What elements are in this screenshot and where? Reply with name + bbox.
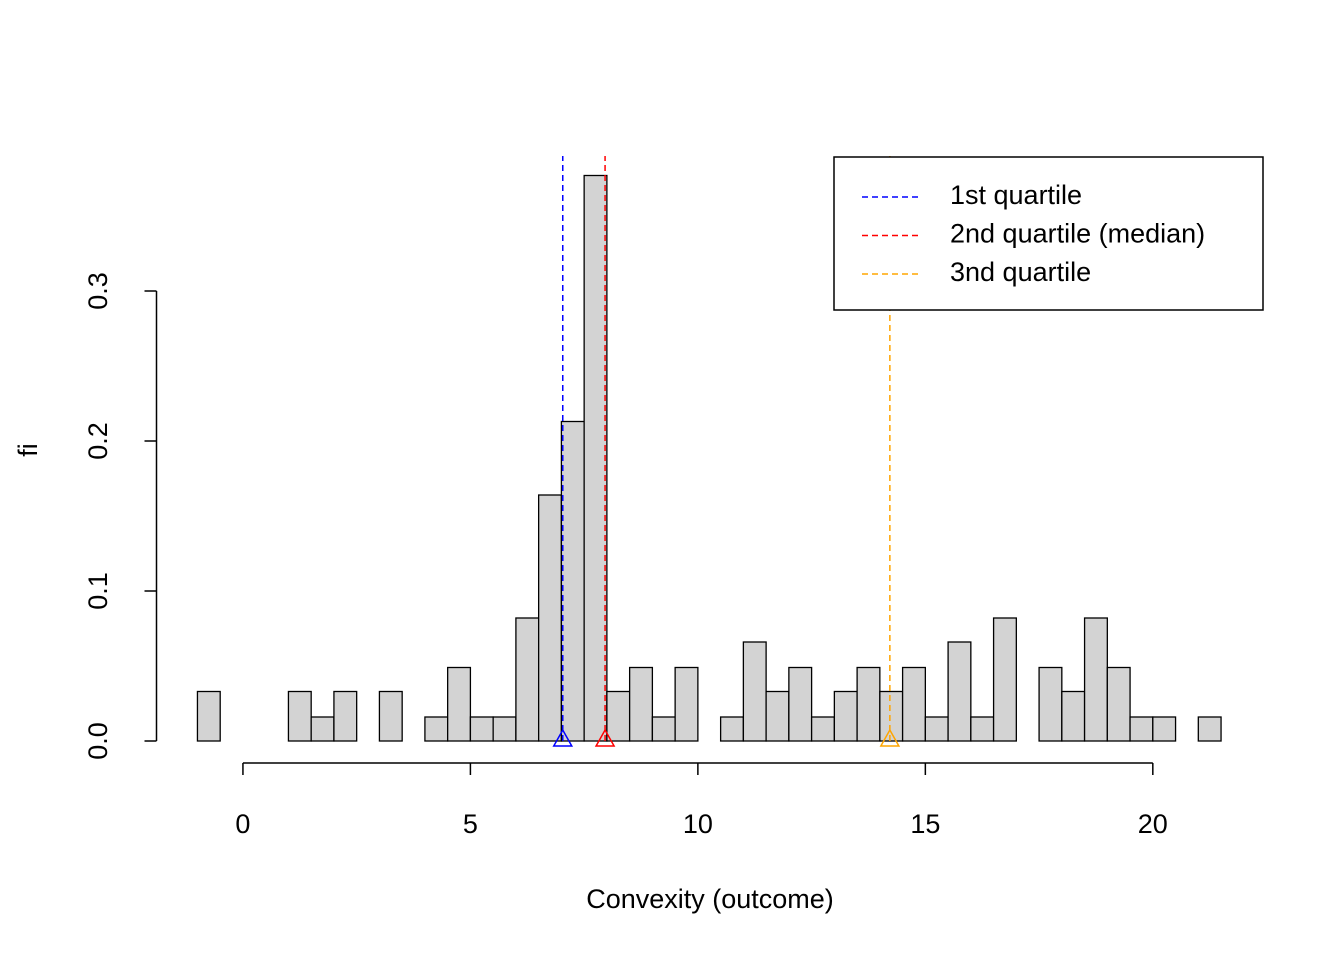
bar: [765, 690, 790, 742]
x-tick-label: 5: [463, 809, 478, 839]
x-tick-label: 10: [683, 809, 713, 839]
bar: [1061, 690, 1086, 742]
bar: [1083, 617, 1108, 742]
bar: [947, 641, 972, 742]
bar: [810, 716, 836, 742]
legend-box: [833, 156, 1264, 311]
bar: [492, 716, 517, 742]
bar: [970, 716, 995, 742]
bar: [424, 716, 449, 742]
quartile-marker: [552, 728, 574, 747]
legend-label: 1st quartile: [950, 180, 1082, 210]
legend-label: 3nd quartile: [950, 257, 1091, 287]
bar: [992, 617, 1017, 742]
y-tick-label: 0.3: [83, 272, 113, 310]
bar: [719, 716, 745, 742]
y-axis-title: fi: [13, 443, 43, 457]
bar: [651, 716, 676, 742]
legend-label: 2nd quartile (median): [950, 219, 1205, 249]
bar: [447, 666, 472, 742]
bar: [469, 716, 494, 742]
bar: [310, 716, 335, 742]
bar: [196, 690, 221, 742]
bar: [1197, 716, 1222, 742]
bar: [378, 690, 403, 742]
x-tick-label: 0: [235, 809, 250, 839]
y-tick-label: 0.2: [83, 422, 113, 460]
bar: [788, 666, 813, 742]
bar: [833, 690, 858, 742]
bar: [901, 666, 926, 742]
bar: [628, 666, 654, 742]
bar: [537, 494, 563, 742]
x-tick-label: 20: [1138, 809, 1168, 839]
bar: [1129, 716, 1154, 742]
bar: [583, 174, 608, 742]
quartile-marker: [879, 728, 901, 747]
y-tick-label: 0.0: [83, 722, 113, 760]
quartile-marker: [594, 728, 616, 747]
bar: [1106, 666, 1131, 742]
bar: [1152, 716, 1177, 742]
bar: [333, 690, 358, 742]
bar: [1038, 666, 1063, 742]
bar: [674, 666, 699, 742]
bar: [515, 617, 540, 742]
bar: [606, 690, 631, 742]
bar: [924, 716, 949, 742]
bar: [742, 641, 767, 742]
x-tick-label: 15: [910, 809, 940, 839]
y-tick-label: 0.1: [83, 572, 113, 610]
bar: [856, 666, 881, 742]
x-axis-title: Convexity (outcome): [586, 884, 834, 914]
bar: [287, 690, 312, 742]
bar: [560, 420, 585, 742]
